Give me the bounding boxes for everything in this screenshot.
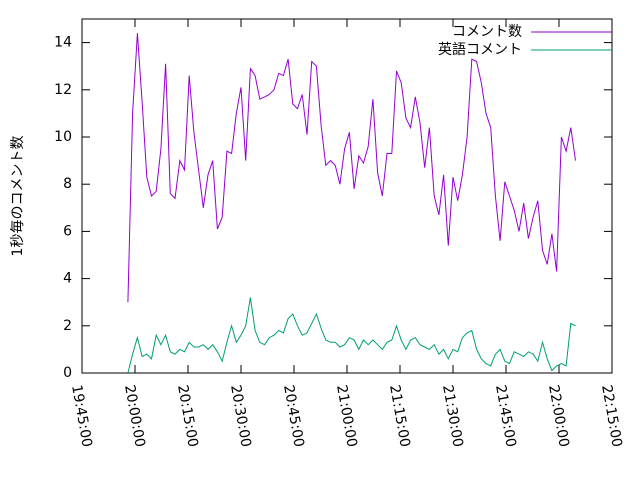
x-tick-label: 20:30:00: [227, 384, 254, 449]
x-tick-label: 20:00:00: [121, 384, 148, 449]
y-tick-label: 14: [54, 35, 72, 51]
y-tick-label: 8: [63, 176, 72, 192]
x-tick-label: 21:30:00: [439, 384, 466, 449]
x-tick-label: 21:00:00: [333, 384, 360, 449]
x-tick-label: 22:00:00: [545, 384, 572, 449]
y-axis-label: 1秒毎のコメント数: [10, 136, 26, 257]
x-tick-label: 22:15:00: [598, 384, 625, 449]
legend-label: コメント数: [452, 24, 522, 40]
x-tick-label: 21:15:00: [386, 384, 413, 449]
series-line: [127, 297, 576, 374]
x-tick-label: 20:15:00: [174, 384, 201, 449]
y-tick-label: 10: [54, 129, 72, 145]
plot-frame: [81, 18, 613, 374]
x-tick-label: 19:45:00: [68, 384, 95, 449]
y-tick-label: 12: [54, 82, 72, 98]
y-tick-label: 6: [63, 223, 72, 239]
y-tick-label: 0: [63, 365, 72, 381]
y-tick-label: 4: [63, 271, 72, 287]
x-tick-label: 21:45:00: [492, 384, 519, 449]
y-tick-label: 2: [63, 318, 72, 334]
series-line: [127, 33, 576, 303]
legend-label: 英語コメント: [438, 41, 522, 58]
x-tick-label: 20:45:00: [280, 384, 307, 449]
